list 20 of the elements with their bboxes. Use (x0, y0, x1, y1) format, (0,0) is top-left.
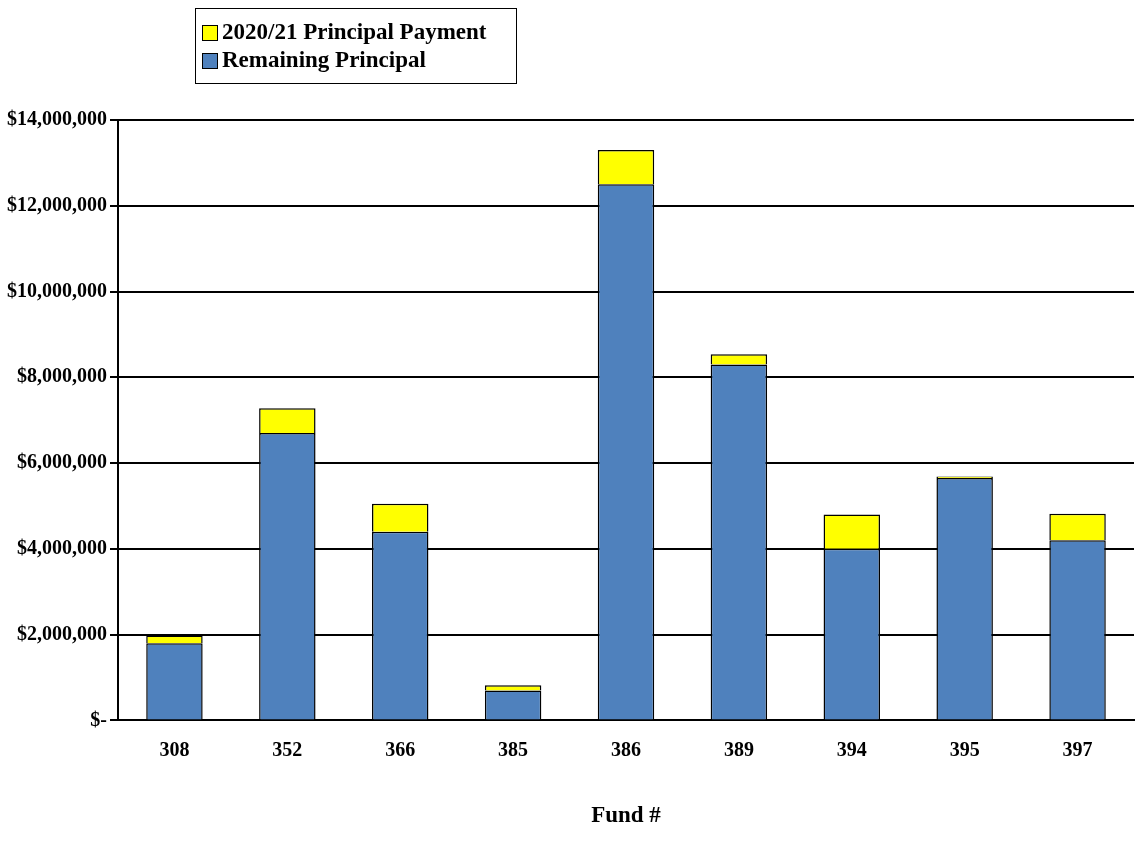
y-tick-label: $8,000,000 (17, 364, 107, 387)
x-tick-label: 397 (1062, 737, 1093, 760)
x-tick-label: 386 (611, 737, 641, 760)
y-tick-label: $14,000,000 (7, 107, 107, 130)
legend-label: 2020/21 Principal Payment (222, 19, 487, 45)
y-tick-label: $- (90, 707, 107, 730)
x-tick-label: 395 (949, 737, 980, 760)
x-tick-label: 366 (385, 737, 416, 760)
x-tick-label: 308 (159, 737, 190, 760)
x-axis-title: Fund # (591, 802, 662, 828)
x-tick-label: 394 (836, 737, 867, 760)
x-tick-label: 385 (498, 737, 529, 760)
y-tick-label: $12,000,000 (7, 192, 107, 215)
y-tick-label: $4,000,000 (17, 536, 107, 559)
y-tick-label: $2,000,000 (17, 621, 107, 644)
x-tick-label: 352 (272, 737, 303, 760)
y-tick-label: $6,000,000 (17, 450, 107, 473)
legend-label: Remaining Principal (222, 47, 426, 73)
x-tick-label: 389 (723, 737, 754, 760)
y-tick-label: $10,000,000 (7, 278, 107, 301)
